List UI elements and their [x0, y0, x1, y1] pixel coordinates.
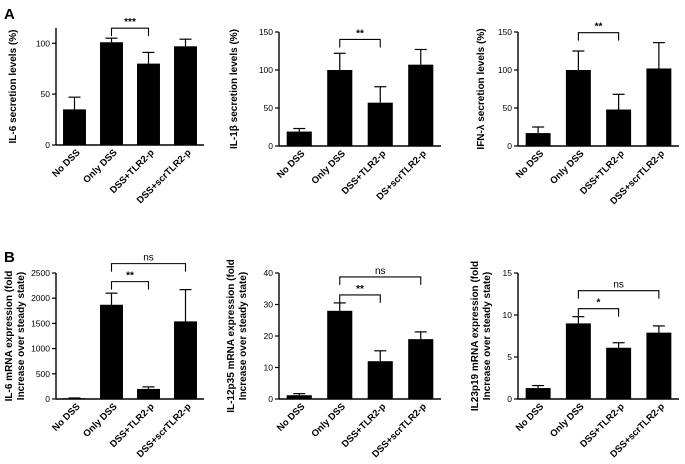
- panel-label-a: A: [4, 6, 15, 23]
- y-axis-label-line: IL-6 mRNA expression (fold: [4, 271, 15, 402]
- bar: [286, 131, 312, 146]
- significance-bracket: [577, 290, 660, 299]
- y-axis-label-line: IL23p19 mRNA expression (fold: [470, 261, 481, 411]
- bar: [606, 109, 632, 146]
- y-tick-label: 40: [264, 268, 274, 278]
- chart-5: 0 10 20 30 40 IL-12p35 mRNA expression (fold I…: [226, 259, 441, 460]
- bar: [367, 361, 393, 399]
- chart-6: 0 5 10 15 IL23p19 mRNA expression (fold Incre…: [470, 261, 679, 460]
- y-tick-label: 100: [259, 65, 273, 75]
- bar: [137, 63, 160, 145]
- chart-2: 0 50 100 150 IL-1β secretion levels (%) No DS…: [229, 27, 441, 203]
- chart-1: 0 50 100 IL-6 secretion levels (%) No DSSOnl…: [8, 17, 204, 206]
- y-tick-label: 500: [36, 369, 50, 379]
- y-tick-label: 50: [41, 89, 51, 99]
- significance-label: ns: [375, 266, 386, 277]
- y-tick-label: 2500: [31, 268, 50, 278]
- y-tick-label: 150: [498, 27, 512, 37]
- y-tick-label: 10: [503, 310, 513, 320]
- significance-label: ***: [124, 17, 136, 28]
- chart-4: 0 500 1000 1500 2000 2500 IL-6 mRNA expression…: [4, 253, 204, 460]
- y-tick-label: 0: [268, 141, 273, 151]
- bar: [174, 321, 197, 399]
- y-axis-label-line: IL-12p35 mRNA expression (fold: [226, 259, 237, 413]
- significance-bracket: [110, 281, 150, 290]
- bar: [408, 339, 434, 399]
- y-axis-label: IL-6 secretion levels (%): [8, 30, 19, 144]
- significance-bracket: [577, 32, 620, 41]
- y-tick-label: 1500: [31, 318, 50, 328]
- bar: [646, 68, 672, 146]
- significance-bracket: [110, 27, 150, 37]
- bar: [565, 70, 591, 146]
- x-tick-label: Only DSS: [548, 148, 586, 186]
- significance-bracket: [339, 276, 422, 285]
- x-tick-label: No DSS: [514, 148, 546, 180]
- bar: [525, 133, 551, 146]
- y-tick-label: 0: [45, 140, 50, 150]
- bar: [646, 332, 672, 399]
- x-tick-label: Only DSS: [309, 401, 347, 439]
- bar: [174, 46, 197, 145]
- y-tick-label: 100: [36, 38, 50, 48]
- significance-bracket: [110, 263, 187, 272]
- bar: [367, 102, 393, 146]
- y-tick-label: 50: [264, 103, 274, 113]
- bar: [100, 42, 123, 145]
- bar: [137, 388, 160, 399]
- x-tick-label: Only DSS: [81, 147, 119, 185]
- y-tick-label: 0: [507, 141, 512, 151]
- significance-label: *: [597, 298, 601, 309]
- y-tick-label: 100: [498, 65, 512, 75]
- panel-label-b: B: [4, 249, 15, 266]
- significance-label: **: [126, 271, 134, 282]
- y-tick-label: 5: [507, 352, 512, 362]
- significance-label: ns: [613, 280, 624, 291]
- y-tick-label: 2000: [31, 293, 50, 303]
- x-tick-label: No DSS: [275, 401, 307, 433]
- bar: [327, 70, 353, 146]
- x-tick-label: No DSS: [50, 401, 82, 433]
- bar: [286, 395, 312, 399]
- significance-bracket: [339, 294, 381, 303]
- significance-label: ns: [143, 253, 154, 264]
- y-axis-label-line: Increase over steady state): [238, 272, 249, 400]
- significance-label: **: [356, 284, 364, 295]
- y-tick-label: 20: [264, 331, 274, 341]
- y-tick-label: 0: [45, 394, 50, 404]
- y-tick-label: 30: [264, 300, 274, 310]
- bar: [100, 304, 123, 399]
- chart-3: 0 50 100 150 IFN-λ secretion levels (%) No DS…: [476, 22, 679, 207]
- y-axis-label-line: Increase over steady state): [482, 272, 493, 400]
- y-tick-label: 0: [507, 394, 512, 404]
- bar: [327, 310, 353, 399]
- x-tick-label: No DSS: [275, 148, 307, 180]
- y-tick-label: 150: [259, 27, 273, 37]
- significance-label: **: [595, 22, 603, 33]
- bar: [525, 388, 551, 399]
- y-axis-label: IL-1β secretion levels (%): [229, 29, 240, 149]
- significance-bracket: [339, 38, 381, 48]
- x-tick-label: Only DSS: [548, 401, 586, 439]
- x-tick-label: No DSS: [50, 147, 82, 179]
- bar: [63, 109, 86, 145]
- bar: [606, 347, 632, 399]
- x-tick-label: Only DSS: [81, 401, 119, 439]
- bar: [408, 64, 434, 146]
- bar: [63, 398, 86, 399]
- x-tick-label: No DSS: [514, 401, 546, 433]
- y-tick-label: 1000: [31, 344, 50, 354]
- significance-label: **: [356, 28, 364, 39]
- bar: [565, 323, 591, 399]
- y-tick-label: 50: [503, 103, 513, 113]
- y-tick-label: 15: [503, 268, 513, 278]
- y-axis-label: IFN-λ secretion levels (%): [476, 28, 487, 149]
- y-tick-label: 0: [268, 394, 273, 404]
- y-tick-label: 10: [264, 363, 274, 373]
- y-axis-label-line: Increase over steady state): [16, 272, 27, 400]
- significance-bracket: [577, 308, 620, 317]
- x-tick-label: Only DSS: [309, 148, 347, 186]
